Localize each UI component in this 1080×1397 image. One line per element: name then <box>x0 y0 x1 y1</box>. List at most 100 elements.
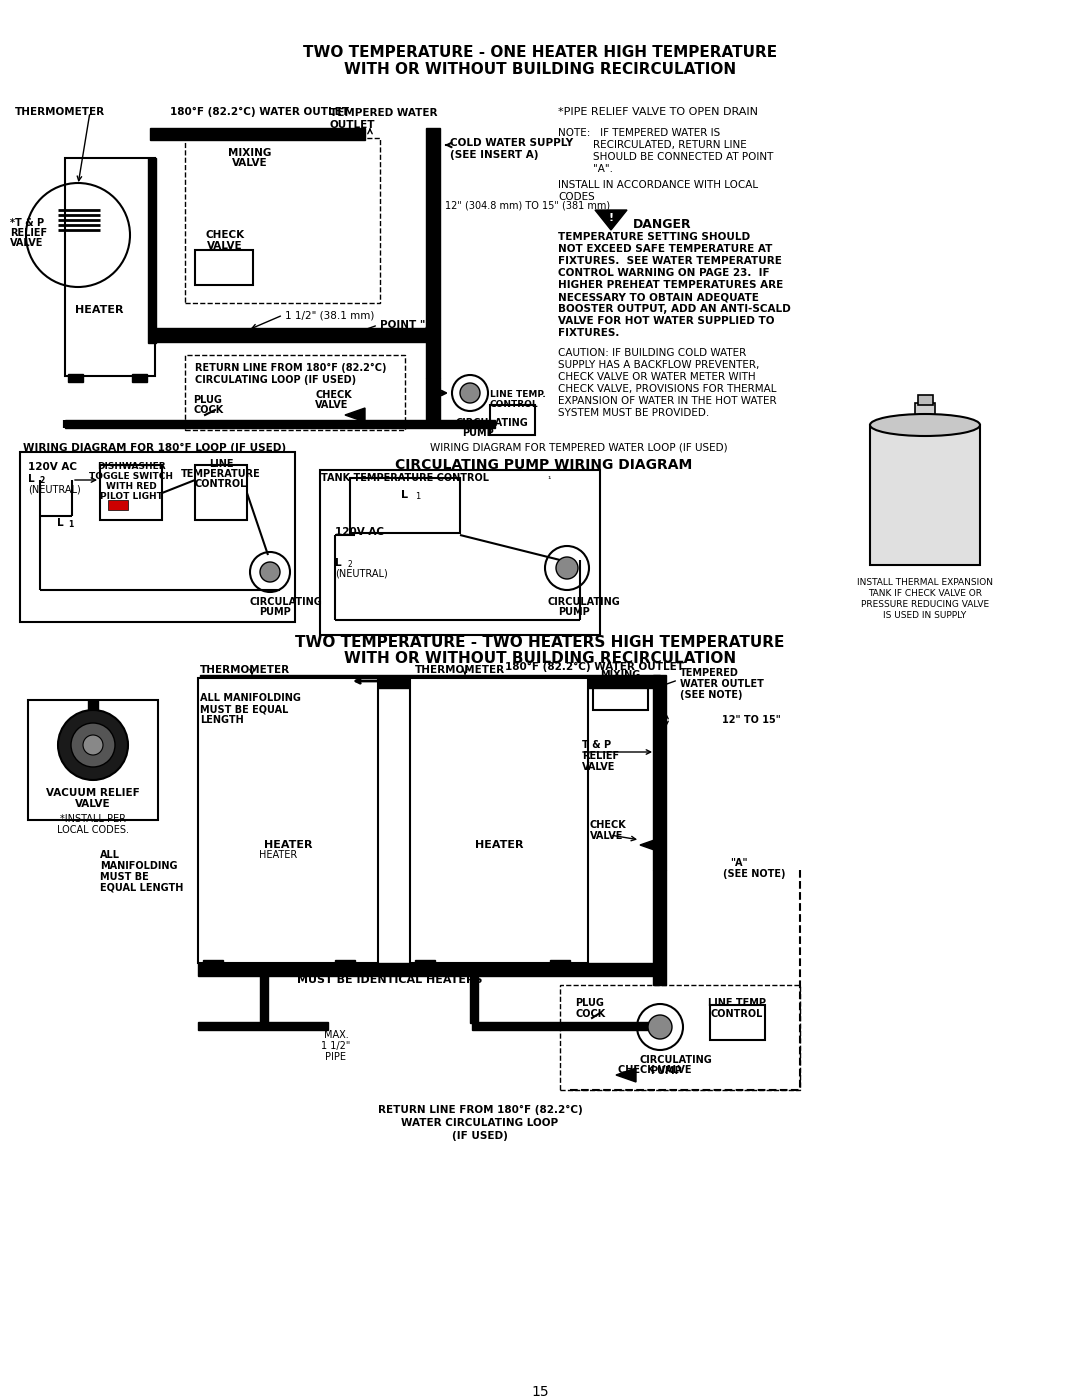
Text: 120V AC: 120V AC <box>28 462 77 472</box>
Text: TEMPERED WATER: TEMPERED WATER <box>330 108 437 117</box>
Text: 2: 2 <box>39 476 44 485</box>
Text: HIGHER PREHEAT TEMPERATURES ARE: HIGHER PREHEAT TEMPERATURES ARE <box>558 279 783 291</box>
Bar <box>150 129 365 140</box>
Text: WIRING DIAGRAM FOR TEMPERED WATER LOOP (IF USED): WIRING DIAGRAM FOR TEMPERED WATER LOOP (… <box>430 443 728 453</box>
Bar <box>410 678 588 963</box>
Bar <box>260 963 268 1023</box>
Bar <box>550 960 570 968</box>
Text: HEATER: HEATER <box>75 305 123 314</box>
Text: TWO TEMPERATURE - TWO HEATERS HIGH TEMPERATURE: TWO TEMPERATURE - TWO HEATERS HIGH TEMPE… <box>295 636 785 650</box>
Text: VALVE: VALVE <box>315 400 349 409</box>
Polygon shape <box>345 408 365 422</box>
Text: TANK IF CHECK VALVE OR: TANK IF CHECK VALVE OR <box>868 590 982 598</box>
Text: WIRING DIAGRAM FOR 180°F LOOP (IF USED): WIRING DIAGRAM FOR 180°F LOOP (IF USED) <box>24 443 286 453</box>
Bar <box>132 374 147 381</box>
Text: CAUTION: IF BUILDING COLD WATER: CAUTION: IF BUILDING COLD WATER <box>558 348 746 358</box>
Text: LOCAL CODES.: LOCAL CODES. <box>57 826 129 835</box>
Bar <box>320 469 600 636</box>
Text: EQUAL LENGTH: EQUAL LENGTH <box>100 883 184 893</box>
Text: (IF USED): (IF USED) <box>453 1132 508 1141</box>
Text: CONTROL: CONTROL <box>711 1009 764 1018</box>
Text: LINE: LINE <box>208 460 233 469</box>
Bar <box>198 963 658 977</box>
Text: (SEE NOTE): (SEE NOTE) <box>680 690 743 700</box>
Text: L: L <box>28 474 35 483</box>
Bar <box>335 960 355 968</box>
Bar <box>350 478 460 534</box>
Text: RECIRCULATED, RETURN LINE: RECIRCULATED, RETURN LINE <box>593 140 746 149</box>
Text: VALVE: VALVE <box>232 158 268 168</box>
Text: NOT EXCEED SAFE TEMPERATURE AT: NOT EXCEED SAFE TEMPERATURE AT <box>558 244 772 254</box>
Text: PUMP: PUMP <box>259 608 291 617</box>
Text: 120V AC: 120V AC <box>335 527 384 536</box>
Text: 12" TO 15": 12" TO 15" <box>723 715 781 725</box>
Bar <box>472 1023 652 1030</box>
Text: COCK: COCK <box>193 405 224 415</box>
Bar <box>415 960 435 968</box>
Text: L: L <box>402 490 408 500</box>
Text: BOOSTER OUTPUT, ADD AN ANTI-SCALD: BOOSTER OUTPUT, ADD AN ANTI-SCALD <box>558 305 791 314</box>
Bar <box>195 250 253 285</box>
Text: PLUG: PLUG <box>575 997 604 1009</box>
Text: WATER OUTLET: WATER OUTLET <box>680 679 764 689</box>
Text: L: L <box>57 518 64 528</box>
Text: POINT "A": POINT "A" <box>380 320 438 330</box>
Bar <box>198 678 378 963</box>
Text: PUMP: PUMP <box>650 1066 681 1076</box>
Text: RETURN LINE FROM 180°F (82.2°C): RETURN LINE FROM 180°F (82.2°C) <box>195 363 387 373</box>
Text: MUST BE IDENTICAL HEATERS: MUST BE IDENTICAL HEATERS <box>297 975 483 985</box>
Text: (NEUTRAL): (NEUTRAL) <box>335 569 388 578</box>
Text: LINE TEMP.: LINE TEMP. <box>490 390 545 400</box>
Circle shape <box>648 1016 672 1039</box>
Text: PUMP: PUMP <box>462 427 494 439</box>
Bar <box>148 158 156 344</box>
Text: TWO TEMPERATURE - ONE HEATER HIGH TEMPERATURE: TWO TEMPERATURE - ONE HEATER HIGH TEMPER… <box>302 45 778 60</box>
Bar <box>653 675 666 870</box>
Circle shape <box>83 735 103 754</box>
Text: HEATER: HEATER <box>264 840 312 849</box>
Bar <box>195 465 247 520</box>
Bar <box>65 420 495 427</box>
Text: WITH OR WITHOUT BUILDING RECIRCULATION: WITH OR WITHOUT BUILDING RECIRCULATION <box>343 61 737 77</box>
Bar <box>198 1023 328 1030</box>
Text: INSTALL THERMAL EXPANSION: INSTALL THERMAL EXPANSION <box>858 578 993 587</box>
Text: PLUG: PLUG <box>193 395 221 405</box>
Text: HEATER: HEATER <box>475 840 523 849</box>
Text: SYSTEM MUST BE PROVIDED.: SYSTEM MUST BE PROVIDED. <box>558 408 710 418</box>
Bar <box>100 465 162 520</box>
Text: INSTALL IN ACCORDANCE WITH LOCAL: INSTALL IN ACCORDANCE WITH LOCAL <box>558 180 758 190</box>
Text: CHECK: CHECK <box>205 231 244 240</box>
Text: "A": "A" <box>730 858 747 868</box>
Text: 15: 15 <box>531 1384 549 1397</box>
Bar <box>87 700 98 719</box>
Text: CHECK VALVE, PROVISIONS FOR THERMAL: CHECK VALVE, PROVISIONS FOR THERMAL <box>558 384 777 394</box>
Text: CONTROL: CONTROL <box>490 400 539 409</box>
Text: NOTE:   IF TEMPERED WATER IS: NOTE: IF TEMPERED WATER IS <box>558 129 720 138</box>
Text: 2: 2 <box>348 560 353 569</box>
Text: WITH RED: WITH RED <box>106 482 157 490</box>
Text: PUMP: PUMP <box>558 608 590 617</box>
Text: (SEE INSERT A): (SEE INSERT A) <box>450 149 539 161</box>
Text: NECESSARY TO OBTAIN ADEQUATE: NECESSARY TO OBTAIN ADEQUATE <box>558 292 759 302</box>
Ellipse shape <box>870 414 980 436</box>
Text: CHECK VALVE: CHECK VALVE <box>618 1065 691 1076</box>
Text: CIRCULATING: CIRCULATING <box>249 597 322 608</box>
Bar <box>710 1004 765 1039</box>
Text: *INSTALL PER: *INSTALL PER <box>60 814 126 824</box>
Text: VALVE: VALVE <box>207 242 243 251</box>
Text: CIRCULATING: CIRCULATING <box>640 1055 713 1065</box>
Text: *PIPE RELIEF VALVE TO OPEN DRAIN: *PIPE RELIEF VALVE TO OPEN DRAIN <box>558 108 758 117</box>
Text: RELIEF: RELIEF <box>582 752 619 761</box>
Text: VALVE: VALVE <box>604 680 637 690</box>
Text: 1: 1 <box>68 520 73 529</box>
Text: CIRCULATING LOOP (IF USED): CIRCULATING LOOP (IF USED) <box>195 374 356 386</box>
Text: ALL MANIFOLDING: ALL MANIFOLDING <box>200 693 301 703</box>
Text: T & P: T & P <box>582 740 611 750</box>
Text: (SEE NOTE): (SEE NOTE) <box>723 869 785 879</box>
Bar <box>65 158 156 376</box>
Polygon shape <box>616 1067 636 1083</box>
Circle shape <box>260 562 280 583</box>
Text: HEATER: HEATER <box>259 849 297 861</box>
Text: ¹: ¹ <box>546 475 551 483</box>
Text: CHECK VALVE OR WATER METER WITH: CHECK VALVE OR WATER METER WITH <box>558 372 756 381</box>
